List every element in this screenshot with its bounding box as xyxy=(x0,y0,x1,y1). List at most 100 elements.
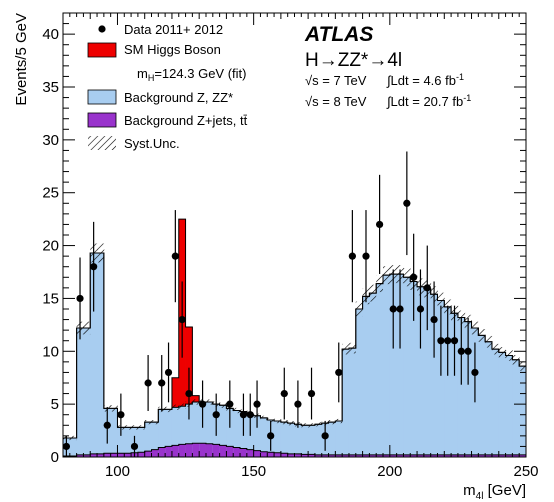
experiment-label: ATLAS H→ZZ*→4l √s = 7 TeV ∫Ldt = 4.6 fb-1… xyxy=(304,23,471,109)
bar-zjets-background xyxy=(69,455,78,457)
bar-zz-background xyxy=(417,286,425,457)
bar-zjets-background xyxy=(76,454,84,457)
bar-zjets-background xyxy=(117,453,125,457)
bar-zz-background xyxy=(403,277,411,457)
legend-data-marker xyxy=(98,25,106,33)
x-axis-title-unit: [GeV] xyxy=(483,482,526,499)
bar-zjets-background xyxy=(267,452,275,457)
lumi-7tev-exp: -1 xyxy=(456,72,464,82)
bar-zz-background xyxy=(226,408,234,457)
bar-zz-background xyxy=(464,321,472,457)
bar-zjets-background xyxy=(253,450,261,457)
legend-higgs-label: SM Higgs Boson xyxy=(124,42,221,57)
bar-zz-background xyxy=(158,409,166,457)
bar-zz-background xyxy=(430,294,438,457)
bar-zz-background xyxy=(178,406,186,457)
bar-zjets-background xyxy=(274,452,282,457)
bar-zz-background xyxy=(396,274,404,457)
data-point xyxy=(307,389,316,398)
lumi-8tev-exp: -1 xyxy=(463,93,471,103)
bar-zjets-background xyxy=(110,453,118,457)
legend-higgs-mass-value: =124.3 GeV (fit) xyxy=(154,66,246,81)
bar-zjets-background xyxy=(137,452,146,457)
legend-zjets-label: Background Z+jets, tt̄ xyxy=(124,113,248,128)
data-point xyxy=(457,347,465,355)
bar-zjets-background xyxy=(396,454,404,457)
data-point xyxy=(321,432,329,440)
data-point xyxy=(226,400,234,408)
bar-zz-background xyxy=(383,275,391,457)
bar-zz-background xyxy=(355,309,363,457)
legend-higgs-mass-label: mH=124.3 GeV (fit) xyxy=(137,66,246,83)
bar-zjets-background xyxy=(335,454,343,457)
bar-zjets-background xyxy=(158,447,166,457)
bar-zjets-background xyxy=(403,454,411,457)
bar-zz-background xyxy=(294,424,302,457)
bar-zz-background xyxy=(457,317,466,457)
bar-zz-background xyxy=(444,306,452,457)
bar-zjets-background xyxy=(294,453,302,457)
bar-zjets-background xyxy=(491,454,500,457)
bar-zz-background xyxy=(185,404,193,457)
lumi-8tev-value: ∫Ldt = 20.7 fb xyxy=(386,94,463,109)
data-point xyxy=(253,400,261,408)
legend-zz-label: Background Z, ZZ* xyxy=(124,90,233,105)
data-point xyxy=(239,411,248,419)
data-points xyxy=(62,151,479,457)
bar-zz-background xyxy=(83,328,91,457)
data-point xyxy=(444,337,452,345)
data-point xyxy=(267,432,275,440)
lumi-8tev-energy: √s = 8 TeV xyxy=(305,94,367,109)
bar-zz-background xyxy=(192,402,200,457)
bar-zjets-background xyxy=(219,445,227,457)
bar-zz-background xyxy=(308,425,316,457)
data-point xyxy=(348,252,356,260)
bar-zz-background xyxy=(274,421,282,457)
bar-zjets-background xyxy=(376,454,384,457)
legend-higgs-mass-symbol: m xyxy=(137,66,148,81)
bar-higgs-signal xyxy=(185,326,193,405)
data-point xyxy=(280,389,288,398)
y-tick-label: 15 xyxy=(42,290,59,307)
bar-zz-background xyxy=(512,359,520,457)
bar-zjets-background xyxy=(192,443,200,457)
legend-data-label: Data 2011+ 2012 xyxy=(124,22,223,37)
bar-zjets-background xyxy=(301,454,309,457)
data-point xyxy=(335,368,343,377)
y-tick-label: 10 xyxy=(42,343,59,360)
data-point xyxy=(437,337,445,345)
zz-outline xyxy=(63,252,526,457)
data-point xyxy=(212,411,220,419)
data-point xyxy=(117,411,125,419)
bar-zz-background xyxy=(287,423,295,457)
bar-zjets-background xyxy=(512,454,520,457)
bar-zjets-background xyxy=(328,454,336,457)
legend-syst-swatch xyxy=(88,136,116,150)
y-tick-label: 20 xyxy=(42,238,59,255)
bar-zz-background xyxy=(328,422,336,457)
bar-zz-background xyxy=(348,348,357,457)
data-point xyxy=(403,199,411,207)
bar-zjets-background xyxy=(226,446,234,457)
bar-higgs-signal xyxy=(192,395,200,403)
bar-zz-background xyxy=(253,415,261,457)
bar-zjets-background xyxy=(233,447,241,457)
bar-zjets-background xyxy=(369,454,377,457)
bar-zjets-background xyxy=(457,454,466,457)
legend: Data 2011+ 2012 SM Higgs Boson mH=124.3 … xyxy=(87,22,248,151)
bar-zz-background xyxy=(219,405,227,457)
data-point xyxy=(376,220,384,229)
data-point xyxy=(362,252,370,260)
lumi-7tev-value: ∫Ldt = 4.6 fb xyxy=(386,73,456,88)
bar-zjets-background xyxy=(355,454,363,457)
y-tick-label: 0 xyxy=(51,449,59,466)
bar-zjets-background xyxy=(97,453,105,457)
bar-zjets-background xyxy=(151,449,159,457)
bar-zz-background xyxy=(437,300,445,457)
x-axis-title: m4l [GeV] xyxy=(463,482,526,502)
bar-zjets-background xyxy=(124,453,132,457)
data-point xyxy=(185,389,193,398)
bar-zjets-background xyxy=(430,454,438,457)
data-point xyxy=(389,305,397,313)
bar-zz-background xyxy=(478,335,486,457)
